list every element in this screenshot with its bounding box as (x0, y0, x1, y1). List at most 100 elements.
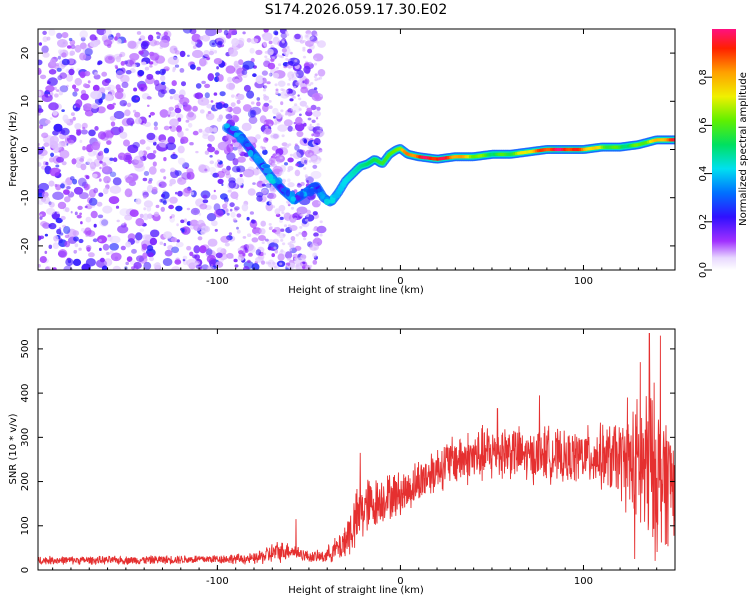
noise-speck (129, 53, 140, 61)
noise-speck (126, 102, 132, 108)
noise-speck (267, 259, 275, 268)
noise-speck (261, 183, 266, 187)
noise-speck (84, 205, 88, 209)
noise-speck (293, 71, 297, 74)
noise-speck (94, 125, 99, 131)
noise-speck (88, 129, 96, 137)
noise-speck (228, 29, 238, 36)
noise-speck (265, 137, 269, 141)
noise-speck (78, 177, 87, 187)
noise-speck (192, 254, 198, 259)
noise-speck (79, 212, 82, 216)
noise-speck (277, 253, 285, 261)
noise-speck (278, 55, 283, 58)
noise-speck (114, 36, 118, 41)
noise-speck (133, 87, 138, 92)
noise-speck (242, 104, 252, 112)
noise-speck (187, 54, 190, 57)
noise-speck (135, 239, 140, 244)
noise-speck (230, 102, 236, 107)
noise-speck (185, 128, 189, 131)
noise-speck (49, 157, 54, 163)
noise-speck (138, 38, 142, 42)
noise-speck (107, 56, 113, 61)
noise-speck (73, 105, 77, 109)
noise-speck (208, 266, 212, 270)
noise-speck (163, 242, 167, 247)
noise-speck (69, 50, 76, 56)
noise-speck (109, 243, 119, 251)
noise-speck (157, 89, 165, 98)
noise-speck (316, 225, 327, 234)
noise-speck (45, 119, 51, 125)
noise-speck (241, 122, 252, 132)
noise-speck (234, 206, 240, 211)
noise-speck (312, 211, 318, 216)
noise-speck (319, 149, 323, 153)
noise-speck (236, 99, 241, 105)
noise-speck (287, 108, 294, 114)
noise-speck (226, 235, 233, 241)
noise-speck (317, 69, 326, 77)
noise-speck (262, 104, 269, 113)
noise-speck (182, 258, 186, 262)
noise-speck (106, 251, 110, 256)
noise-speck (288, 248, 293, 252)
noise-speck (49, 140, 59, 149)
noise-speck (62, 114, 69, 122)
noise-speck (294, 143, 298, 147)
noise-speck (46, 207, 56, 215)
noise-speck (66, 73, 73, 82)
noise-speck (294, 59, 298, 63)
noise-speck (38, 67, 42, 75)
noise-speck (139, 153, 143, 157)
noise-speck (265, 238, 269, 242)
noise-speck (272, 238, 280, 244)
noise-speck (267, 261, 272, 265)
noise-speck (171, 266, 181, 270)
noise-speck (85, 245, 92, 251)
noise-speck (64, 196, 71, 203)
noise-speck (214, 228, 218, 232)
noise-speck (289, 241, 293, 244)
noise-speck (140, 41, 149, 50)
snr-x-tick-label: -100 (206, 576, 229, 587)
noise-speck (266, 180, 270, 184)
noise-speck (240, 182, 243, 186)
noise-speck (142, 177, 148, 182)
noise-speck (54, 93, 59, 98)
noise-speck (148, 114, 151, 118)
noise-speck (293, 85, 297, 89)
noise-speck (241, 69, 248, 76)
noise-speck (296, 130, 304, 138)
noise-speck (255, 134, 261, 140)
noise-speck (291, 76, 297, 82)
noise-speck (153, 126, 158, 131)
noise-speck (72, 91, 78, 97)
noise-speck (63, 226, 71, 234)
noise-speck (303, 167, 307, 170)
noise-speck (114, 91, 124, 100)
noise-speck (160, 206, 165, 212)
noise-speck (97, 214, 104, 219)
noise-speck (262, 196, 266, 200)
noise-speck (69, 39, 76, 46)
noise-speck (131, 248, 137, 254)
noise-speck (237, 93, 245, 101)
noise-speck (149, 52, 160, 61)
noise-speck (199, 36, 204, 40)
noise-speck (305, 214, 310, 218)
noise-speck (55, 217, 63, 224)
noise-speck (73, 186, 84, 195)
noise-speck (252, 227, 262, 235)
noise-speck (275, 88, 279, 92)
noise-speck (302, 39, 306, 43)
noise-speck (284, 93, 288, 97)
noise-speck (169, 96, 173, 100)
noise-speck (279, 156, 283, 160)
noise-speck (293, 217, 297, 221)
noise-speck (63, 189, 70, 195)
noise-speck (103, 147, 110, 154)
noise-speck (246, 90, 255, 99)
